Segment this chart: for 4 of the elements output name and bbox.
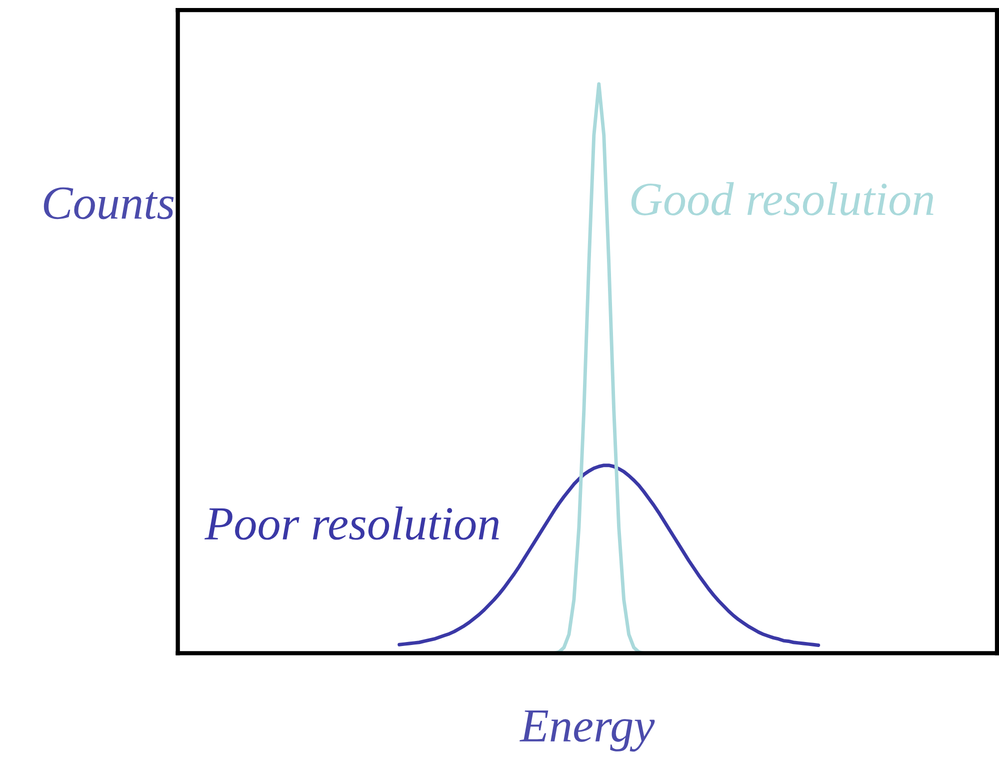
x-axis-title: Energy [520,710,655,752]
y-axis-title: Counts [44,187,174,220]
series-label: Good resolution [631,182,934,216]
series-label: Poor resolution [204,506,499,540]
